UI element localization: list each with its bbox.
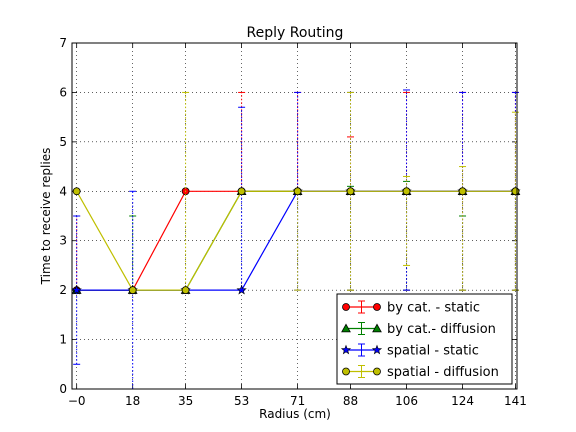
x-tick-label: 35 [178, 394, 193, 408]
series-group [71, 89, 521, 390]
legend-entry: spatial - static [340, 343, 479, 359]
x-tick-label: −0 [68, 394, 86, 408]
data-point [511, 187, 520, 196]
y-tick-labels: 0 1 2 3 4 5 6 7 [59, 36, 67, 396]
legend-marker [342, 367, 350, 376]
x-axis-label: Radius (cm) [259, 407, 331, 421]
legend-label: spatial - static [387, 344, 479, 359]
y-tick-label: 6 [59, 85, 67, 99]
legend-entry: spatial - diffusion [342, 365, 499, 380]
data-point [128, 286, 137, 295]
y-tick-label: 0 [59, 382, 67, 396]
legend-label: by cat.- diffusion [387, 322, 496, 337]
data-point [72, 187, 81, 196]
x-tick-label: 53 [234, 394, 249, 408]
x-tick-label: 106 [395, 394, 418, 408]
data-point [71, 284, 82, 295]
x-tick-label: 88 [343, 394, 358, 408]
data-point [458, 187, 467, 196]
data-point [181, 286, 190, 295]
legend-marker [341, 323, 351, 333]
y-tick-label: 5 [59, 135, 67, 149]
legend-entry: by cat.- diffusion [341, 322, 496, 337]
legend-label: spatial - diffusion [387, 365, 499, 380]
plot-frame [71, 42, 518, 390]
legend-marker [372, 323, 382, 333]
legend-entry: by cat. - static [342, 300, 480, 316]
y-tick-label: 7 [59, 36, 67, 50]
x-tick-labels: −0 18 35 53 71 88 106 124 141 [68, 394, 527, 408]
series-4 [72, 91, 520, 295]
legend-marker [340, 344, 352, 355]
legend-marker [371, 344, 383, 355]
legend-marker [373, 367, 381, 376]
x-tick-label: 141 [504, 394, 527, 408]
data-point [236, 284, 247, 295]
data-point [346, 187, 355, 196]
legend-box [336, 293, 513, 385]
chart-title: Reply Routing [247, 25, 344, 41]
data-point [402, 187, 411, 196]
legend-marker [373, 303, 381, 311]
y-tick-label: 4 [59, 184, 67, 198]
data-point [293, 187, 302, 196]
y-tick-label: 2 [59, 283, 67, 297]
x-tick-label: 18 [125, 394, 140, 408]
data-point [237, 187, 246, 196]
x-tick-label: 71 [290, 394, 305, 408]
legend-marker [342, 303, 350, 311]
y-tick-label: 3 [59, 234, 67, 248]
y-axis-label: Time to receive replies [39, 148, 53, 286]
legend-label: by cat. - static [387, 301, 480, 316]
legend: by cat. - static by cat.- diffusion spatia… [336, 293, 513, 385]
y-tick-label: 1 [59, 333, 67, 347]
x-tick-label: 124 [451, 394, 474, 408]
